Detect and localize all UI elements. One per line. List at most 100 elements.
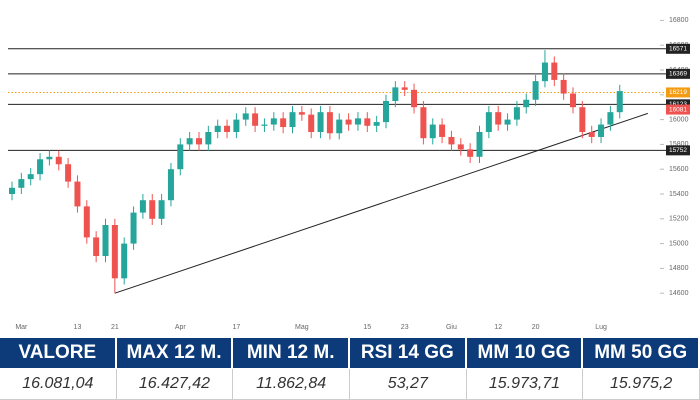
candle-body bbox=[439, 124, 446, 137]
candle-body bbox=[65, 164, 72, 182]
candle-body bbox=[111, 225, 118, 279]
candle-body bbox=[598, 124, 605, 137]
x-tick-label: Mag bbox=[295, 324, 309, 331]
chart: 14600 14800 15000 15200 15400 15600 15800 16000… bbox=[8, 17, 690, 331]
trendline bbox=[114, 112, 648, 294]
table-header: MIN 12 M. bbox=[233, 338, 350, 368]
x-tick-label: 13 bbox=[74, 324, 82, 331]
candle-body bbox=[373, 122, 380, 126]
candle-body bbox=[233, 119, 240, 132]
y-tick-label: 16000 bbox=[669, 116, 689, 123]
candle-body bbox=[326, 112, 333, 134]
candle-body bbox=[383, 101, 389, 123]
last-price-label: 16081 bbox=[669, 106, 687, 113]
candle-body bbox=[392, 87, 399, 101]
level-label: 16369 bbox=[669, 71, 687, 78]
level-label: 15752 bbox=[669, 147, 687, 154]
candle-body bbox=[476, 132, 483, 157]
table-value: 16.427,42 bbox=[116, 368, 234, 400]
x-tick-label: 23 bbox=[401, 324, 409, 331]
last-price-bg bbox=[666, 104, 690, 115]
candle-body bbox=[467, 149, 474, 157]
candle-body bbox=[242, 113, 249, 120]
price-label-bg bbox=[666, 87, 690, 98]
candle-body bbox=[298, 112, 305, 115]
candle-body bbox=[214, 125, 221, 132]
y-tick-label: 14800 bbox=[669, 265, 689, 272]
candle-body bbox=[74, 181, 81, 207]
candle-body bbox=[27, 174, 34, 180]
candle-body bbox=[167, 169, 174, 201]
level-label-bg bbox=[666, 145, 690, 156]
y-tick-label: 16800 bbox=[669, 17, 689, 24]
y-tick-label: 14600 bbox=[669, 290, 689, 297]
stats-table: VALORE MAX 12 M. MIN 12 M. RSI 14 GG MM 10 G… bbox=[0, 338, 700, 400]
table-value: 15.973,71 bbox=[466, 368, 584, 400]
candle-body bbox=[261, 124, 268, 126]
candle-body bbox=[224, 125, 231, 132]
candle-body bbox=[513, 107, 520, 120]
candle-body bbox=[205, 132, 212, 145]
candle-body bbox=[102, 225, 109, 256]
table-header: MM 50 GG bbox=[583, 338, 700, 368]
table-value: 15.975,2 bbox=[583, 368, 700, 400]
candle-body bbox=[46, 156, 53, 160]
x-tick-label: Lug bbox=[595, 324, 607, 331]
table-header: VALORE bbox=[0, 338, 117, 368]
candle-body bbox=[570, 93, 576, 108]
level-label: 16571 bbox=[669, 46, 687, 53]
candle-body bbox=[93, 237, 100, 256]
candle-body bbox=[551, 62, 558, 80]
candle-body bbox=[411, 89, 418, 108]
level-label-bg bbox=[666, 99, 690, 110]
candle-body bbox=[83, 206, 90, 238]
x-tick-label: Apr bbox=[175, 324, 187, 331]
candle-body bbox=[429, 124, 436, 139]
candle-body bbox=[121, 243, 128, 279]
candle-body bbox=[196, 138, 202, 145]
candle-body bbox=[401, 87, 408, 90]
table-value: 16.081,04 bbox=[0, 368, 117, 400]
candle-body bbox=[345, 119, 352, 125]
candle-body bbox=[130, 212, 137, 244]
table-value: 11.862,84 bbox=[233, 368, 350, 400]
candle-body bbox=[457, 144, 464, 150]
candle-body bbox=[523, 99, 530, 108]
candle-body bbox=[149, 200, 156, 219]
candle-body bbox=[177, 144, 184, 170]
candle-body bbox=[280, 118, 287, 128]
x-tick-label: 20 bbox=[532, 324, 540, 331]
candle-body bbox=[532, 81, 539, 100]
y-tick-label: 15600 bbox=[669, 166, 689, 173]
candle-body bbox=[495, 112, 502, 125]
candle-body bbox=[354, 118, 361, 125]
candle-body bbox=[9, 187, 15, 194]
x-tick-label: 12 bbox=[494, 324, 502, 331]
candle-body bbox=[485, 112, 492, 132]
candle-body bbox=[270, 118, 277, 125]
candle-body bbox=[317, 112, 324, 132]
candle-body bbox=[616, 91, 623, 113]
candle-body bbox=[18, 179, 25, 188]
candle-body bbox=[158, 200, 165, 219]
candle-body bbox=[560, 79, 567, 94]
y-tick-label: 15400 bbox=[669, 191, 689, 198]
table-header: MM 10 GG bbox=[466, 338, 584, 368]
x-tick-label: 17 bbox=[233, 324, 241, 331]
candle-body bbox=[607, 112, 614, 125]
x-tick-label: 21 bbox=[111, 324, 119, 331]
candle-body bbox=[308, 114, 315, 132]
table-header: RSI 14 GG bbox=[349, 338, 467, 368]
candle-body bbox=[336, 119, 343, 134]
candle-body bbox=[186, 138, 193, 145]
candle-body bbox=[252, 113, 259, 126]
candle-body bbox=[289, 112, 296, 128]
candle-body bbox=[364, 118, 371, 126]
candle-body bbox=[579, 107, 586, 132]
table-header: MAX 12 M. bbox=[116, 338, 234, 368]
candle-body bbox=[139, 200, 146, 213]
y-tick-label: 15000 bbox=[669, 240, 689, 247]
candle-body bbox=[55, 156, 62, 165]
candle-body bbox=[504, 119, 511, 125]
x-tick-label: Giu bbox=[446, 324, 457, 331]
